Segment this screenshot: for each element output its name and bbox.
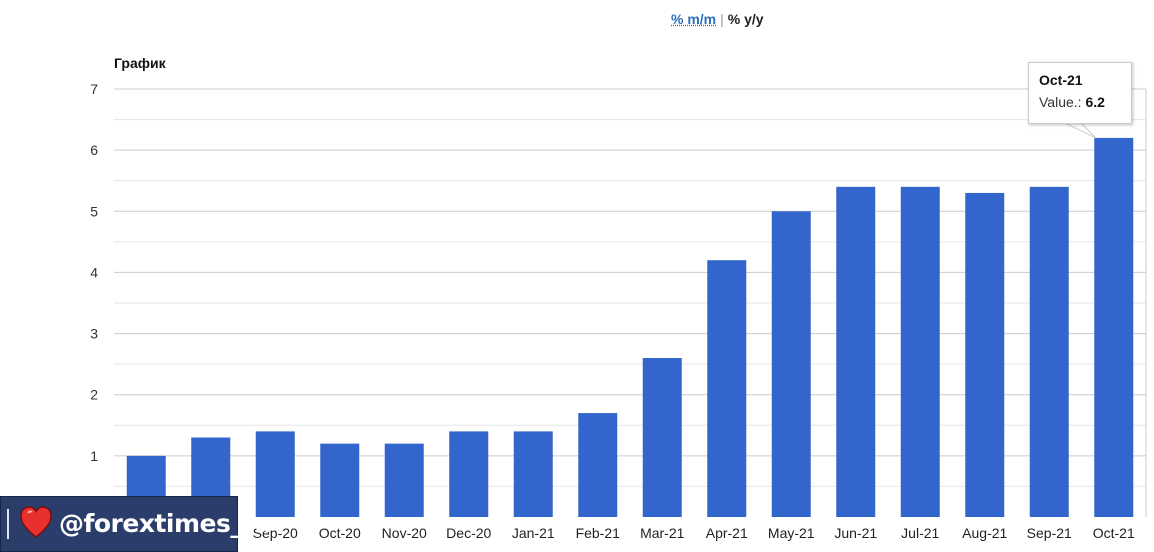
x-tick-label: May-21 [768,525,815,541]
tooltip-title: Oct-21 [1039,72,1083,88]
tab-separator: | [720,11,724,27]
chart-tooltip: Oct-21 Value.: 6.2 [1028,62,1132,124]
watermark-badge: @forextimes_ru [0,496,272,552]
y-tick-label: 2 [90,387,98,403]
x-tick-label: Jun-21 [834,525,877,541]
bar [771,211,811,518]
x-tick-label: Sep-20 [253,525,298,541]
tooltip-pointer [1062,121,1097,139]
x-tick-label: Jul-21 [901,525,939,541]
x-tick-label: Oct-20 [319,525,361,541]
bar [707,260,747,517]
x-tick-label: Apr-21 [706,525,748,541]
x-tick-label: Jan-21 [512,525,555,541]
x-tick-label: Nov-20 [382,525,427,541]
y-tick-label: 5 [90,203,98,219]
y-tick-label: 6 [90,142,98,158]
chart-title: График [114,55,167,71]
y-tick-label: 3 [90,326,98,342]
watermark-divider [7,509,9,539]
watermark-text: @forextimes_ru [59,509,272,538]
bar [384,443,424,517]
bar [1029,186,1069,518]
bar [1094,137,1134,517]
bar [513,431,553,517]
x-tick-label: Oct-21 [1093,525,1135,541]
bar [320,443,360,517]
x-tick-label: Aug-21 [962,525,1007,541]
bar [255,431,295,517]
x-tick-label: Feb-21 [576,525,621,541]
bar [836,186,876,518]
tooltip-value: 6.2 [1085,94,1105,110]
x-tick-label: Sep-21 [1027,525,1072,541]
chart-tabs: % m/m |% y/y [671,11,764,27]
tooltip-row: Value.: 6.2 [1039,94,1105,110]
y-tick-label: 4 [90,264,98,280]
bar [578,413,618,517]
bar [900,186,940,518]
heart-icon [20,506,52,538]
y-tick-label: 7 [90,81,98,97]
tab-month-over-month[interactable]: % m/m [671,11,717,27]
tab-year-over-year[interactable]: % y/y [727,11,764,27]
tooltip-label: Value.: [1039,94,1082,110]
x-tick-label: Mar-21 [640,525,685,541]
bar [642,358,682,517]
x-tick-label: Dec-20 [446,525,491,541]
bar [965,192,1005,517]
y-tick-label: 1 [90,448,98,464]
bar [449,431,489,517]
